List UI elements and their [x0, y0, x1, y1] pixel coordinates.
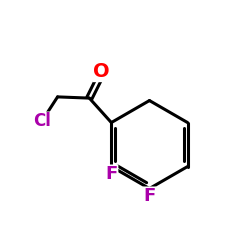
Text: F: F	[143, 188, 156, 206]
Text: F: F	[105, 166, 118, 184]
Text: Cl: Cl	[33, 112, 50, 130]
Text: O: O	[93, 62, 110, 81]
